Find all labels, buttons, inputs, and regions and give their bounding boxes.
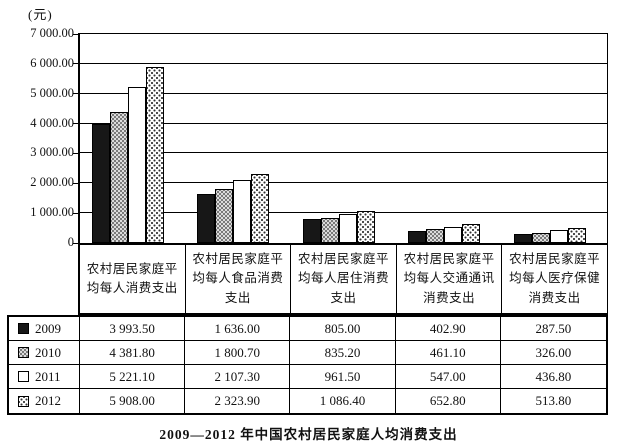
table-cell-2012-cat5: 513.80: [535, 393, 572, 408]
y-tick-label: 7 000.00: [30, 26, 74, 40]
legend-item-2012: 2012: [9, 389, 80, 413]
table-cell-2010-cat4: 461.10: [395, 341, 501, 365]
table-cell-2011-cat2: 2 107.30: [185, 365, 291, 389]
gridline: [80, 212, 607, 214]
table-cell-2010-cat3: 835.20: [290, 341, 396, 365]
category-label-5: 农村居民家庭平均每人医疗保健消费支出: [509, 251, 601, 305]
bar-2010-cat5: [531, 233, 550, 243]
legend-swatch-2012: [18, 395, 29, 407]
legend-swatch-2011: [18, 371, 29, 382]
table-cell-2009-cat3: 805.00: [290, 317, 396, 341]
y-tick-label: 4 000.00: [30, 115, 74, 130]
bar-2011-cat4: [444, 227, 463, 243]
bar-2010-cat2: [215, 189, 234, 243]
y-axis: 7 000.00 6 000.00 5 000.00 4 000.00 3 000.00…: [0, 0, 78, 260]
y-tick-label: 6 000.00: [30, 55, 74, 70]
y-tick-label: 1 000.00: [30, 205, 74, 220]
gridline: [80, 182, 607, 184]
y-tick-mark: [73, 63, 78, 65]
bar-2010-cat4: [426, 229, 445, 243]
bar-2009-cat1: [92, 124, 110, 243]
legend-year-label: 2010: [35, 344, 61, 360]
y-tick-label: 2 000.00: [30, 175, 74, 190]
gridline: [80, 122, 607, 124]
table-cell-2009-cat1: 3 993.50: [80, 317, 186, 341]
plot-area: [78, 33, 608, 245]
bar-2012-cat5: [567, 228, 586, 243]
y-tick-mark: [73, 152, 78, 154]
y-tick-label: 5 000.00: [30, 85, 74, 100]
y-axis-unit-label: (元): [28, 7, 53, 22]
y-tick-label: 3 000.00: [30, 145, 74, 160]
table-cell-2010-cat5: 326.00: [500, 341, 606, 365]
gridline: [80, 62, 607, 64]
legend-item-2011: 2011: [9, 365, 80, 389]
legend-swatch-2009: [18, 323, 29, 334]
table-cell-2012-cat1: 5 908.00: [80, 389, 186, 413]
data-table: 2009 3 993.50 1 636.00 805.00 402.90 287.50 20…: [7, 315, 608, 415]
legend-item-2009: 2009: [9, 317, 80, 341]
bar-2009-cat2: [197, 194, 216, 243]
y-tick-mark: [73, 242, 78, 244]
table-cell-2011-cat1: 5 221.10: [80, 365, 186, 389]
bar-2012-cat4: [462, 224, 481, 243]
table-cell-2011-cat4: 547.00: [395, 365, 501, 389]
y-tick-mark: [73, 123, 78, 125]
bar-2009-cat5: [513, 234, 532, 243]
table-cell-2009-cat2: 1 636.00: [185, 317, 291, 341]
y-tick-mark: [73, 93, 78, 95]
table-cell-2009-cat5: 287.50: [500, 317, 606, 341]
legend-year-label: 2011: [35, 368, 61, 384]
bar-2011-cat1: [128, 87, 146, 243]
table-cell-2012-cat3: 1 086.40: [290, 389, 396, 413]
legend-swatch-2010: [18, 347, 29, 358]
bar-2011-cat3: [338, 214, 357, 243]
table-cell-2011-cat5: 436.80: [500, 365, 606, 389]
table-cell-2009-cat4: 402.90: [395, 317, 501, 341]
y-tick-mark: [73, 33, 78, 35]
table-cell-2010-cat2: 1 800.70: [185, 341, 291, 365]
legend-year-label: 2009: [35, 320, 61, 336]
bar-2009-cat3: [302, 219, 321, 243]
bar-2009-cat4: [408, 231, 427, 243]
table-cell-2012-cat4: 652.80: [396, 389, 501, 413]
y-tick-label: 0: [67, 235, 74, 249]
table-cell-2010-cat1: 4 381.80: [80, 341, 186, 365]
legend-year-label: 2012: [35, 393, 61, 408]
category-label-3: 农村居民家庭平均每人居住消费支出: [291, 245, 397, 313]
bar-2011-cat2: [233, 180, 252, 243]
bar-2012-cat1: [146, 67, 164, 243]
y-tick-mark: [73, 212, 78, 214]
gridline: [80, 92, 607, 94]
gridline: [80, 152, 607, 154]
table-cell-2012-cat2: 2 323.90: [185, 389, 291, 413]
legend-item-2010: 2010: [9, 341, 80, 365]
table-cell-2011-cat3: 961.50: [290, 365, 396, 389]
bar-2011-cat5: [549, 230, 568, 243]
bar-2010-cat3: [320, 218, 339, 243]
bar-2010-cat1: [110, 112, 128, 243]
category-label-2: 农村居民家庭平均每人食品消费支出: [186, 245, 292, 313]
category-label-4: 农村居民家庭平均每人交通通讯消费支出: [397, 245, 503, 313]
bar-2012-cat3: [356, 211, 375, 243]
category-header-row: 农村居民家庭平均每人消费支出 农村居民家庭平均每人食品消费支出 农村居民家庭平均每人…: [78, 245, 608, 315]
y-tick-mark: [73, 182, 78, 184]
bar-2012-cat2: [251, 174, 270, 243]
category-label-1: 农村居民家庭平均每人消费支出: [80, 245, 186, 313]
chart-title: 2009—2012 年中国农村居民家庭人均消费支出: [159, 427, 458, 442]
